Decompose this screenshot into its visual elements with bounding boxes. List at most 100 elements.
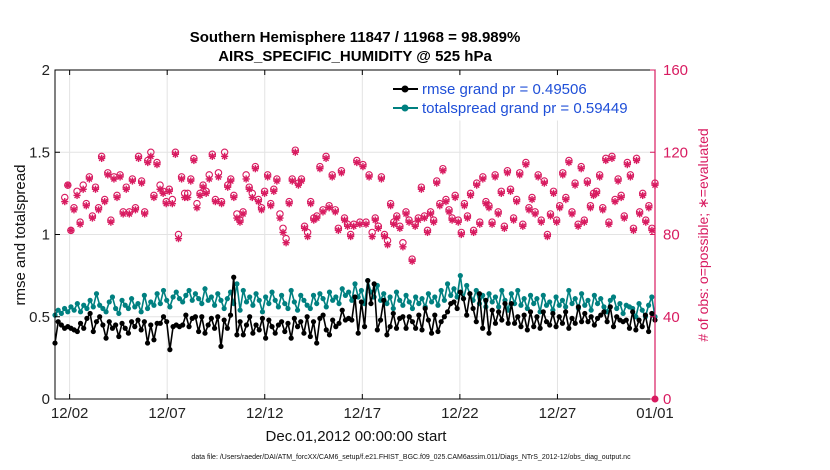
obs-evaluated-marker (602, 156, 610, 165)
spread-point (132, 304, 138, 310)
rmse-point (601, 309, 607, 315)
obs-evaluated-marker (448, 216, 456, 224)
spread-point (218, 297, 224, 303)
rmse-point (368, 300, 374, 307)
obs-evaluated-marker (190, 156, 198, 165)
spread-point (451, 286, 457, 292)
obs-evaluated-marker (417, 185, 425, 193)
obs-evaluated-marker (214, 173, 223, 181)
rmse-point (381, 297, 387, 303)
spread-point (128, 296, 135, 302)
rmse-point (524, 327, 530, 333)
spread-point (135, 300, 141, 307)
rmse-point (275, 322, 282, 328)
spread-point (617, 300, 623, 307)
spread-point (559, 297, 566, 303)
rmse-point (192, 314, 199, 320)
spread-point (521, 296, 527, 302)
obs-evaluated-marker (470, 228, 478, 237)
rmse-point (460, 296, 467, 302)
rmse-point (496, 309, 502, 315)
obs-evaluated-marker (239, 210, 247, 218)
obs-evaluated-marker (430, 218, 438, 226)
rmse-point (470, 305, 476, 312)
rmse-point (250, 330, 256, 336)
rmse-point (588, 314, 594, 320)
spread-point (601, 304, 607, 310)
rmse-point (428, 330, 435, 336)
obs-evaluated-marker (187, 177, 195, 185)
spread-point (330, 297, 336, 303)
rmse-point (263, 335, 269, 341)
obs-evaluated-marker (531, 210, 539, 218)
obs-evaluated-marker (119, 210, 127, 218)
obs-evaluated-marker (61, 198, 69, 206)
obs-evaluated-marker (174, 235, 183, 243)
rmse-point (349, 317, 355, 323)
obs-evaluated-marker (374, 224, 382, 232)
obs-evaluated-marker (503, 169, 512, 177)
obs-evaluated-marker (645, 204, 653, 212)
spread-point (93, 291, 100, 297)
rmse-point (231, 274, 237, 280)
obs-evaluated-marker (519, 222, 527, 230)
rmse-point (480, 325, 486, 331)
spread-point (215, 291, 221, 297)
spread-point (508, 291, 514, 297)
obs-evaluated-marker (196, 191, 204, 200)
obs-evaluated-marker (70, 206, 78, 214)
obs-evaluated-marker (85, 175, 93, 183)
obs-evaluated-marker (583, 179, 591, 187)
obs-evaluated-marker (224, 183, 232, 191)
spread-point (234, 281, 240, 287)
rmse-point (55, 319, 61, 325)
rmse-point (636, 317, 642, 323)
obs-evaluated-marker (639, 191, 647, 200)
spread-point (639, 307, 645, 313)
obs-evaluated-marker (605, 220, 613, 228)
rmse-point (317, 315, 323, 321)
obs-evaluated-marker (153, 160, 161, 169)
obs-evaluated-marker (494, 210, 502, 218)
spread-point (106, 299, 112, 305)
rmse-point (457, 289, 463, 295)
obs-evaluated-marker (642, 218, 650, 226)
spread-point (563, 304, 569, 310)
rmse-point (202, 330, 208, 336)
obs-evaluated-marker (574, 222, 582, 230)
y-axis-right-ticks: 0 40 80 120 160 (650, 62, 688, 408)
rmse-point (291, 315, 297, 321)
obs-evaluated-marker (380, 232, 389, 241)
spread-point (103, 309, 109, 315)
obs-evaluated-marker (402, 210, 410, 218)
spread-point (58, 310, 64, 317)
obs-evaluated-marker (110, 175, 118, 183)
obs-evaluated-marker (488, 220, 496, 228)
spread-point (221, 305, 227, 312)
obs-evaluated-marker (460, 202, 469, 210)
rmse-point (515, 314, 521, 320)
obs-evaluated-marker (457, 230, 465, 239)
obs-evaluated-marker (359, 163, 367, 171)
obs-evaluated-marker (543, 232, 552, 241)
rmse-point (87, 310, 93, 317)
rmse-point (215, 314, 221, 320)
spread-point (448, 292, 454, 298)
obs-evaluated-marker (144, 158, 152, 167)
spread-point (636, 300, 642, 307)
y-left-tick-label: 0 (42, 391, 50, 408)
y-right-tick-label: 120 (663, 144, 688, 161)
rmse-point (454, 305, 460, 312)
spread-point (109, 294, 116, 300)
obs-evaluated-marker (236, 218, 244, 226)
spread-point (515, 287, 521, 294)
rmse-point (208, 315, 214, 321)
rmse-point (566, 325, 572, 331)
obs-evaluated-marker (509, 216, 518, 224)
obs-evaluated-marker (445, 208, 453, 216)
spread-point (298, 292, 304, 298)
spread-point (87, 297, 93, 303)
spread-point (125, 305, 132, 312)
obs-evaluated-marker (64, 181, 72, 189)
rmse-point (81, 325, 87, 331)
